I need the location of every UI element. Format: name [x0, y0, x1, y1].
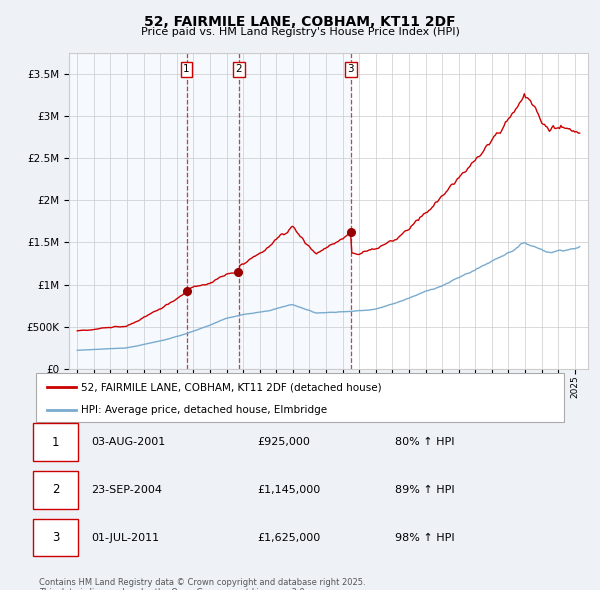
Text: 1: 1 [52, 435, 59, 449]
Text: 98% ↑ HPI: 98% ↑ HPI [395, 533, 455, 543]
FancyBboxPatch shape [36, 373, 564, 422]
Bar [69, 53, 187, 369]
Text: £1,625,000: £1,625,000 [258, 533, 321, 543]
Text: 2: 2 [235, 64, 242, 74]
Text: £1,145,000: £1,145,000 [258, 485, 321, 495]
Text: 23-SEP-2004: 23-SEP-2004 [91, 485, 163, 495]
Text: 1: 1 [183, 64, 190, 74]
Text: 3: 3 [52, 531, 59, 544]
Text: Contains HM Land Registry data © Crown copyright and database right 2025.
This d: Contains HM Land Registry data © Crown c… [38, 578, 365, 590]
FancyBboxPatch shape [34, 471, 78, 509]
FancyBboxPatch shape [34, 519, 78, 556]
Text: Price paid vs. HM Land Registry's House Price Index (HPI): Price paid vs. HM Land Registry's House … [140, 27, 460, 37]
Text: 2: 2 [52, 483, 59, 496]
Text: 01-JUL-2011: 01-JUL-2011 [91, 533, 160, 543]
Text: 52, FAIRMILE LANE, COBHAM, KT11 2DF (detached house): 52, FAIRMILE LANE, COBHAM, KT11 2DF (det… [81, 382, 382, 392]
Text: 89% ↑ HPI: 89% ↑ HPI [395, 485, 455, 495]
Text: 03-AUG-2001: 03-AUG-2001 [91, 437, 166, 447]
Text: £925,000: £925,000 [258, 437, 311, 447]
Text: HPI: Average price, detached house, Elmbridge: HPI: Average price, detached house, Elmb… [81, 405, 327, 415]
Bar [239, 53, 351, 369]
Bar [187, 53, 239, 369]
Text: 80% ↑ HPI: 80% ↑ HPI [395, 437, 455, 447]
Text: 3: 3 [347, 64, 354, 74]
FancyBboxPatch shape [34, 424, 78, 461]
Text: 52, FAIRMILE LANE, COBHAM, KT11 2DF: 52, FAIRMILE LANE, COBHAM, KT11 2DF [144, 15, 456, 29]
